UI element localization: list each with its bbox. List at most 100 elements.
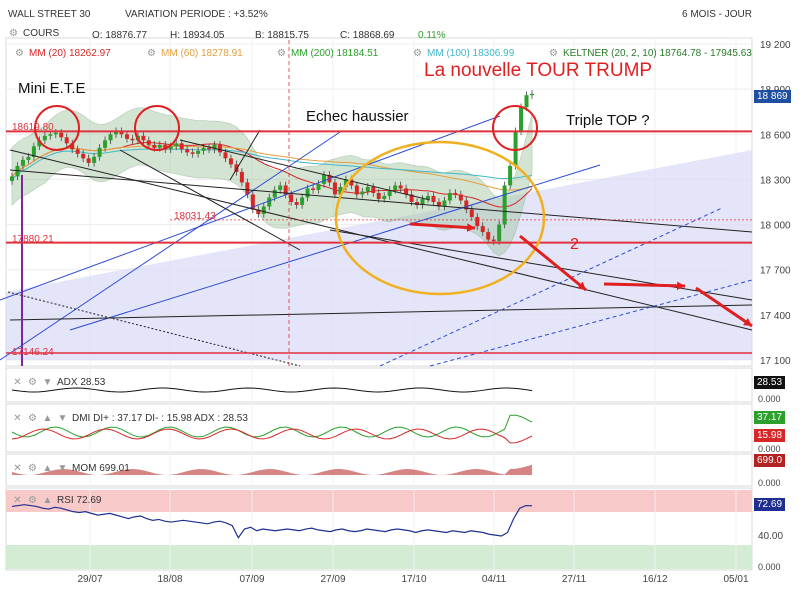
candle [234, 164, 239, 172]
candle [97, 147, 102, 157]
legend-mm20[interactable]: ⚙ MM (20) 18262.97 [15, 48, 111, 59]
candle [48, 134, 53, 136]
candle [486, 232, 491, 240]
candle [207, 147, 212, 150]
candle [146, 140, 151, 145]
price-tick-label: 17 700 [760, 266, 791, 277]
variation-label: VARIATION PERIODE : +3.52% [125, 9, 268, 20]
settings-icon[interactable]: ⚙ [413, 48, 422, 59]
candle [415, 202, 420, 206]
ohlc-close: C: 18868.69 [340, 30, 395, 41]
top-circle [34, 105, 80, 151]
candle [223, 152, 228, 159]
candle [480, 226, 485, 233]
candle [409, 194, 414, 202]
projection-arrow [695, 286, 753, 328]
title-annotation: La nouvelle TOUR TRUMP [424, 60, 653, 81]
x-tick-label: 04/11 [482, 574, 507, 585]
settings-icon[interactable]: ⚙ [15, 48, 24, 59]
candle [343, 179, 348, 187]
legend-mm200[interactable]: ⚙ MM (200) 18184.51 [277, 48, 379, 59]
indicator-adx[interactable]: ✕ ⚙ ▼ ADX 28.53 [13, 377, 106, 388]
legend-keltner[interactable]: ⚙ KELTNER (20, 2, 10) 18764.78 - 17945.6… [549, 48, 752, 59]
ohlc-change: 0.11% [418, 30, 446, 41]
candle [152, 144, 157, 148]
settings-icon[interactable]: ⚙ [147, 48, 156, 59]
x-tick-label: 18/08 [157, 574, 182, 585]
ohlc-low: B: 18815.75 [255, 30, 309, 41]
close-icon[interactable]: ✕ [13, 377, 22, 388]
candle [332, 182, 337, 195]
candle [458, 194, 463, 201]
candle [245, 182, 250, 195]
candle [228, 158, 233, 165]
arrow-head [676, 281, 685, 291]
arrow-down-icon[interactable]: ▼ [57, 413, 68, 424]
candle [26, 156, 31, 160]
close-icon[interactable]: ✕ [13, 495, 22, 506]
trend-line [9, 304, 753, 321]
settings-icon[interactable]: ⚙ [277, 48, 286, 59]
gear-icon[interactable]: ⚙ [28, 495, 37, 506]
candle [475, 217, 480, 227]
level-label-18619: 18619.80 [12, 122, 54, 133]
indicator-dmi[interactable]: ✕ ⚙ ▲ ▼ DMI DI+ : 37.17 DI- : 15.98 ADX … [13, 413, 248, 424]
candle [431, 195, 436, 202]
price-tick-label: 18 000 [760, 221, 791, 232]
candle [256, 209, 261, 215]
consolidation-ellipse [334, 140, 546, 296]
close-icon[interactable]: ✕ [13, 413, 22, 424]
settings-icon[interactable]: ⚙ [549, 48, 558, 59]
gear-icon[interactable]: ⚙ [9, 28, 18, 39]
candle [239, 171, 244, 183]
indicator-rsi[interactable]: ✕ ⚙ ▲ RSI 72.69 [13, 495, 102, 506]
candle [70, 143, 75, 150]
legend-mm60[interactable]: ⚙ MM (60) 18278.91 [147, 48, 243, 59]
gear-icon[interactable]: ⚙ [28, 377, 37, 388]
candle [354, 185, 359, 195]
candle [53, 132, 58, 135]
candle [491, 239, 496, 242]
price-tick-label: 18 600 [760, 130, 791, 141]
candle [157, 144, 162, 148]
adx-badge: 28.53 [754, 376, 786, 389]
legend-mm100[interactable]: ⚙ MM (100) 18306.99 [413, 48, 515, 59]
close-icon[interactable]: ✕ [13, 463, 22, 474]
candle [289, 194, 294, 202]
candle [398, 185, 403, 189]
rsi-axis-label: 40.00 [758, 531, 783, 542]
level-label-18031: 18031.43 [174, 211, 216, 222]
di-plus-line [11, 414, 533, 438]
trend-line [119, 149, 301, 251]
di-plus-badge: 37.17 [754, 411, 786, 424]
candle [404, 188, 409, 195]
arrow-down-icon[interactable]: ▼ [57, 463, 68, 474]
arrow-up-icon[interactable]: ▲ [42, 413, 53, 424]
candle [502, 185, 507, 225]
candle [464, 200, 469, 210]
arrow-down-icon[interactable]: ▼ [42, 377, 53, 388]
gear-icon[interactable]: ⚙ [28, 463, 37, 474]
x-tick-label: 16/12 [642, 574, 667, 585]
candle [371, 186, 376, 193]
candle [322, 174, 326, 184]
trend-line [0, 131, 341, 361]
arrow-up-icon[interactable]: ▲ [42, 495, 53, 506]
trend-line [179, 139, 431, 201]
candle [201, 147, 206, 151]
ohlc-row: ⚙ COURS [8, 28, 59, 39]
candle [163, 144, 168, 150]
candle [305, 188, 310, 198]
candle [513, 131, 518, 166]
wave-2-label: 2 [570, 236, 579, 253]
gear-icon[interactable]: ⚙ [28, 413, 37, 424]
candle [250, 194, 255, 210]
indicator-mom[interactable]: ✕ ⚙ ▲ ▼ MOM 699.01 [13, 463, 130, 474]
echec-annotation: Echec haussier [306, 108, 409, 125]
di-minus-line [11, 428, 533, 444]
candle [524, 95, 529, 108]
arrow-up-icon[interactable]: ▲ [42, 463, 53, 474]
period-label[interactable]: 6 MOIS - JOUR [682, 9, 753, 20]
candle [179, 143, 184, 150]
